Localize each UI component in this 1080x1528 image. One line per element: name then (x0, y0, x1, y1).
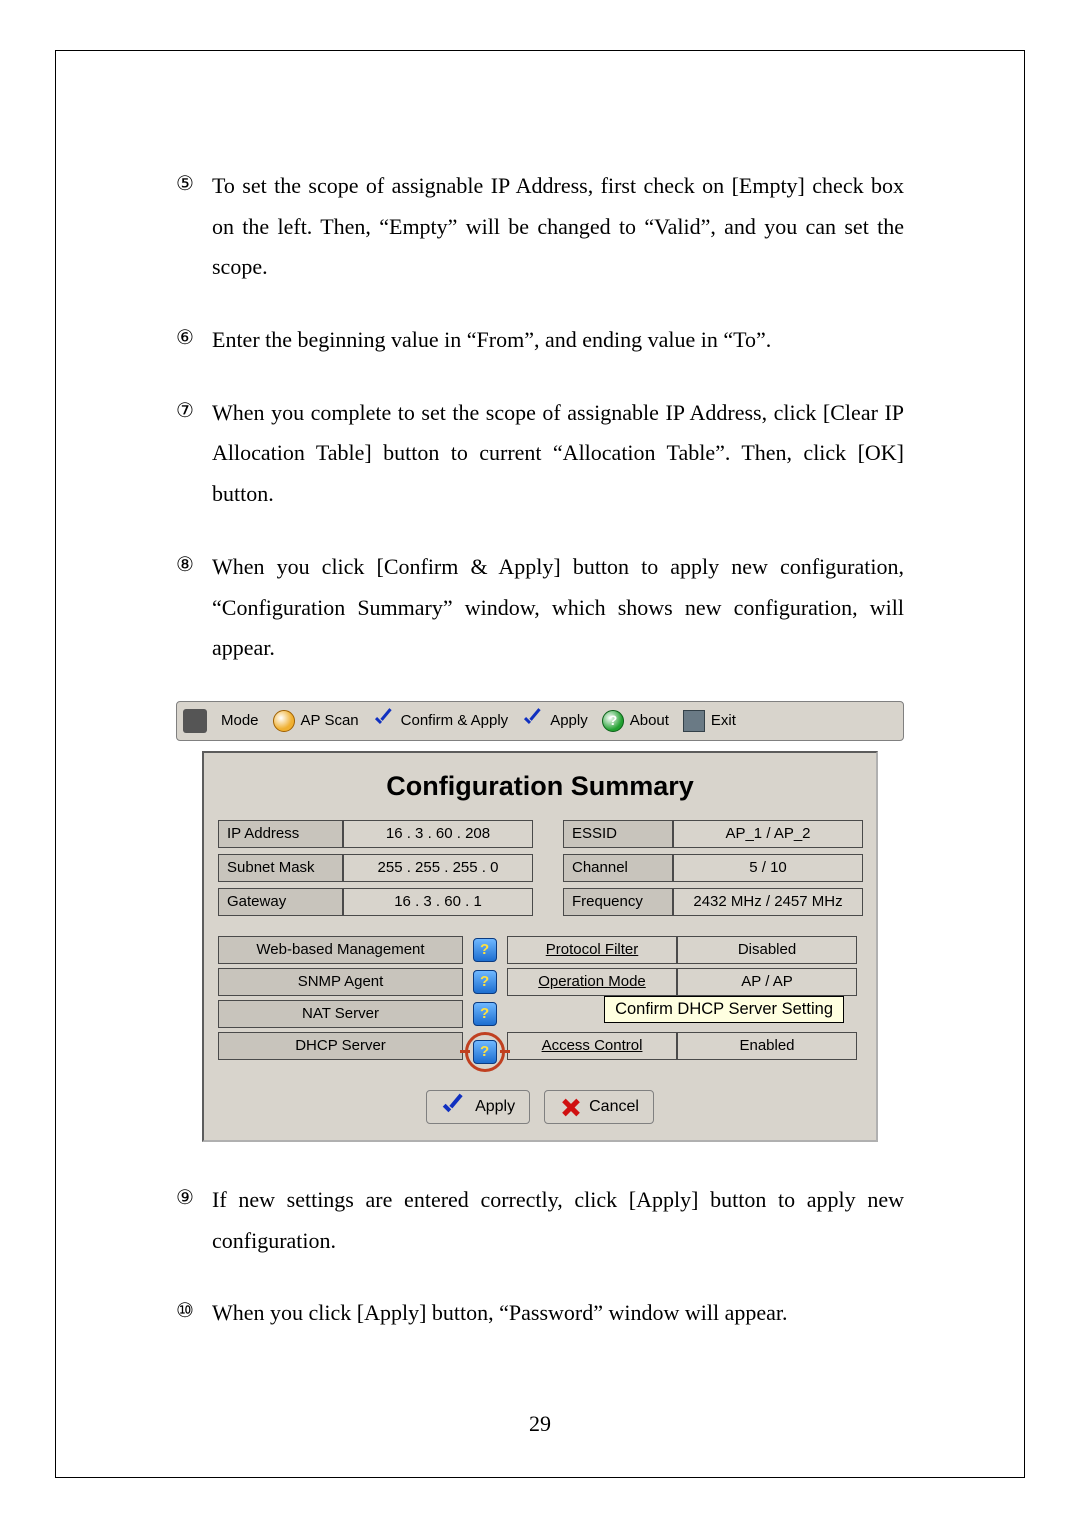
help-icon (473, 970, 497, 994)
subnet-mask-value: 255 . 255 . 255 . 0 (343, 854, 533, 882)
step-number: ⑦ (176, 393, 212, 515)
ap-scan-button[interactable]: AP Scan (273, 710, 359, 732)
ip-address-value: 16 . 3 . 60 . 208 (343, 820, 533, 848)
close-icon (559, 1096, 581, 1118)
operation-mode-label[interactable]: Operation Mode (507, 968, 677, 996)
about-button[interactable]: About (602, 710, 669, 732)
exit-icon (683, 710, 705, 732)
check-icon (441, 1095, 467, 1119)
apply-button[interactable]: Apply (522, 710, 588, 732)
essid-value: AP_1 / AP_2 (673, 820, 863, 848)
step-number: ⑥ (176, 320, 212, 361)
confirm-apply-label: Confirm & Apply (401, 712, 509, 729)
gateway-value: 16 . 3 . 60 . 1 (343, 888, 533, 916)
scan-icon (273, 710, 295, 732)
step-text: When you complete to set the scope of as… (212, 393, 904, 515)
step-5: ⑤ To set the scope of assignable IP Addr… (176, 166, 904, 288)
snmp-help[interactable] (463, 968, 507, 996)
services-grid: Web-based Management Protocol Filter Dis… (218, 936, 862, 1072)
step-8: ⑧ When you click [Confirm & Apply] butto… (176, 547, 904, 669)
protocol-filter-label[interactable]: Protocol Filter (507, 936, 677, 964)
web-mgmt-help[interactable] (463, 936, 507, 964)
help-icon (473, 1002, 497, 1026)
nat-help[interactable] (463, 1000, 507, 1028)
subnet-mask-label: Subnet Mask (218, 854, 343, 882)
panel-cancel-label: Cancel (589, 1098, 639, 1116)
frequency-label: Frequency (563, 888, 673, 916)
toolbar: Mode AP Scan Confirm & Apply Apply (176, 701, 904, 741)
step-6: ⑥ Enter the beginning value in “From”, a… (176, 320, 904, 361)
step-text: Enter the beginning value in “From”, and… (212, 320, 904, 361)
frequency-value: 2432 MHz / 2457 MHz (673, 888, 863, 916)
mode-button[interactable]: Mode (221, 712, 259, 729)
summary-grid: IP Address 16 . 3 . 60 . 208 ESSID AP_1 … (218, 820, 862, 916)
panel-apply-label: Apply (475, 1098, 515, 1116)
panel-apply-button[interactable]: Apply (426, 1090, 530, 1124)
step-text: To set the scope of assignable IP Addres… (212, 166, 904, 288)
exit-label: Exit (711, 712, 736, 729)
page-number: 29 (56, 1411, 1024, 1437)
apply-label: Apply (550, 712, 588, 729)
help-icon (473, 1040, 497, 1064)
dhcp-server-label: DHCP Server (218, 1032, 463, 1060)
snmp-agent-label: SNMP Agent (218, 968, 463, 996)
about-icon (602, 710, 624, 732)
nat-server-label: NAT Server (218, 1000, 463, 1028)
operation-mode-value: AP / AP (677, 968, 857, 996)
check-icon (373, 710, 395, 732)
channel-value: 5 / 10 (673, 854, 863, 882)
panel-buttons: Apply Cancel (218, 1090, 862, 1124)
step-10: ⑩ When you click [Apply] button, “Passwo… (176, 1293, 904, 1334)
step-text: If new settings are entered correctly, c… (212, 1180, 904, 1261)
web-mgmt-label: Web-based Management (218, 936, 463, 964)
step-9: ⑨ If new settings are entered correctly,… (176, 1180, 904, 1261)
confirm-apply-button[interactable]: Confirm & Apply (373, 710, 509, 732)
dhcp-help-highlighted[interactable] (463, 1032, 507, 1072)
dhcp-tooltip: Confirm DHCP Server Setting (604, 996, 844, 1023)
app-logo-icon (183, 709, 207, 733)
access-control-value: Enabled (677, 1032, 857, 1060)
ap-scan-label: AP Scan (301, 712, 359, 729)
mode-label: Mode (221, 712, 259, 729)
exit-button[interactable]: Exit (683, 710, 736, 732)
config-summary-screenshot: Mode AP Scan Confirm & Apply Apply (176, 701, 904, 1142)
access-control-label[interactable]: Access Control (507, 1032, 677, 1060)
panel-title: Configuration Summary (218, 771, 862, 802)
channel-label: Channel (563, 854, 673, 882)
step-number: ⑨ (176, 1180, 212, 1261)
ip-address-label: IP Address (218, 820, 343, 848)
essid-label: ESSID (563, 820, 673, 848)
step-number: ⑩ (176, 1293, 212, 1334)
config-summary-panel: Configuration Summary IP Address 16 . 3 … (202, 751, 878, 1142)
step-number: ⑧ (176, 547, 212, 669)
gateway-label: Gateway (218, 888, 343, 916)
help-icon (473, 938, 497, 962)
protocol-filter-value: Disabled (677, 936, 857, 964)
step-number: ⑤ (176, 166, 212, 288)
about-label: About (630, 712, 669, 729)
step-text: When you click [Apply] button, “Password… (212, 1293, 904, 1334)
check-icon (522, 710, 544, 732)
panel-cancel-button[interactable]: Cancel (544, 1090, 654, 1124)
step-7: ⑦ When you complete to set the scope of … (176, 393, 904, 515)
step-text: When you click [Confirm & Apply] button … (212, 547, 904, 669)
